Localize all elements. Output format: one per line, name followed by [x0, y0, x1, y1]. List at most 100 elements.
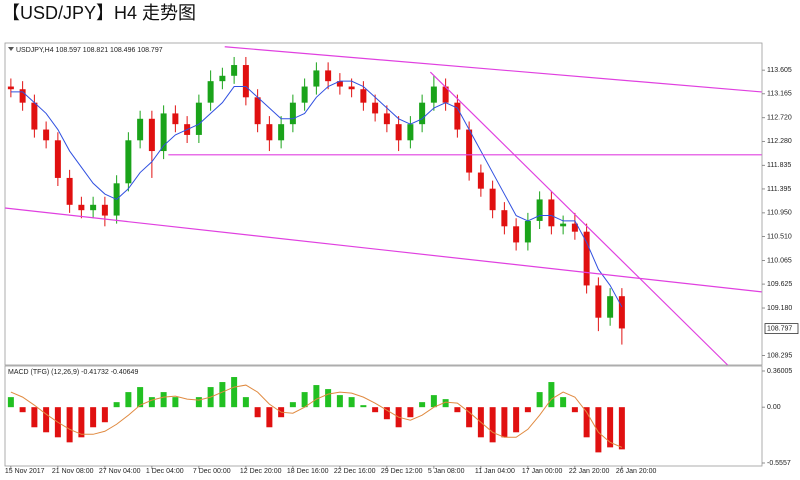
macd-bar [618, 407, 625, 450]
macd-bar [466, 407, 473, 428]
candle-body [125, 140, 132, 184]
candle-body [54, 140, 61, 178]
macd-bar [113, 402, 120, 408]
macd-bar [254, 407, 261, 418]
macd-bar [583, 407, 590, 438]
x-tick-label: 29 Dec 12:00 [381, 468, 423, 475]
macd-bar [571, 407, 578, 413]
macd-bar [125, 392, 132, 408]
macd-bar [242, 397, 249, 408]
candle-body [407, 124, 414, 141]
moving-average [10, 80, 623, 308]
candle-body [219, 75, 226, 82]
last-price-box [764, 323, 799, 335]
x-tick-label: 17 Jan 00:00 [522, 468, 563, 475]
macd-bar [172, 397, 179, 408]
macd-bar [66, 407, 73, 443]
candle-body [372, 102, 379, 114]
macd-bar [325, 389, 332, 408]
macd-bar [90, 407, 97, 428]
candle-body [524, 220, 531, 243]
candle-body [137, 118, 144, 141]
chart-title: 【USD/JPY】H4 走势图 [2, 3, 196, 23]
y-tick-label: 109.180 [767, 305, 792, 312]
x-tick-label: 22 Jan 20:00 [569, 468, 610, 475]
macd-bar [560, 397, 567, 408]
candle-body [466, 129, 473, 173]
macd-bar [419, 402, 426, 408]
candle-body [66, 177, 73, 205]
price-panel [4, 42, 763, 366]
macd-bar [524, 407, 531, 413]
y-tick-label: 109.625 [767, 281, 792, 288]
macd-header: MACD (TFG) (12,26,9) -0.41732 -0.40649 [8, 369, 138, 376]
y-tick-label: 110.950 [767, 210, 792, 217]
candle-body [395, 124, 402, 141]
x-tick-label: 5 Jan 08:00 [428, 468, 465, 475]
macd-bar [595, 407, 602, 453]
candle-body [501, 210, 508, 227]
price-header: USDJPY,H4 108.597 108.821 108.496 108.79… [16, 47, 163, 54]
y-tick-label: 110.065 [767, 257, 792, 264]
candle-body [548, 199, 555, 227]
macd-bar [289, 402, 296, 408]
last-price-label: 108.797 [767, 325, 792, 332]
y-tick-label: 113.165 [767, 91, 792, 98]
macd-bar [360, 405, 367, 408]
candle-body [454, 102, 461, 130]
candle-body [242, 65, 249, 98]
candle-body [477, 172, 484, 189]
candle-body [513, 226, 520, 243]
y-tick-label: 110.510 [767, 233, 792, 240]
macd-bar [160, 392, 167, 408]
macd-bar [137, 387, 144, 408]
candle-body [607, 296, 614, 318]
candle-body [595, 285, 602, 318]
macd-bar [231, 377, 238, 408]
macd-bar [372, 407, 379, 413]
trendline [429, 71, 729, 366]
candle-body [101, 204, 108, 216]
candle-body [31, 102, 38, 130]
macd-bar [489, 407, 496, 443]
candle-body [7, 86, 14, 90]
trendline [224, 46, 762, 93]
candle-body [360, 89, 367, 103]
candle-body [148, 118, 155, 152]
macd-bar [101, 407, 108, 423]
candle-body [43, 129, 50, 141]
candle-body [207, 81, 214, 103]
y-tick-label: 0.36005 [767, 368, 792, 375]
macd-bar [442, 399, 449, 408]
candle-body [78, 204, 85, 211]
candle-body [442, 86, 449, 103]
candle-body [583, 231, 590, 286]
candle-body [489, 188, 496, 211]
candle-body [560, 223, 567, 227]
macd-bar [31, 407, 38, 428]
candle-body [618, 296, 625, 329]
candle-body [430, 86, 437, 103]
macd-bar [607, 407, 614, 448]
macd-bar [348, 397, 355, 408]
macd-bar [19, 407, 26, 413]
macd-bar [454, 407, 461, 413]
candle-body [325, 70, 332, 82]
x-tick-label: 26 Jan 20:00 [616, 468, 657, 475]
candle-body [172, 113, 179, 125]
x-tick-label: 15 Nov 2017 [5, 468, 45, 475]
macd-bar [336, 395, 343, 408]
macd-bar [219, 382, 226, 408]
x-tick-label: 11 Jan 04:00 [475, 468, 515, 475]
macd-bar [43, 407, 50, 433]
macd-bar [513, 407, 520, 433]
signal-line [10, 384, 623, 448]
candle-body [231, 65, 238, 76]
x-tick-label: 12 Dec 20:00 [240, 468, 282, 475]
candle-body [195, 102, 202, 135]
x-tick-label: 18 Dec 16:00 [287, 468, 329, 475]
candle-body [313, 70, 320, 87]
y-tick-label: 113.605 [767, 67, 792, 74]
y-tick-label: -0.5557 [767, 460, 791, 467]
